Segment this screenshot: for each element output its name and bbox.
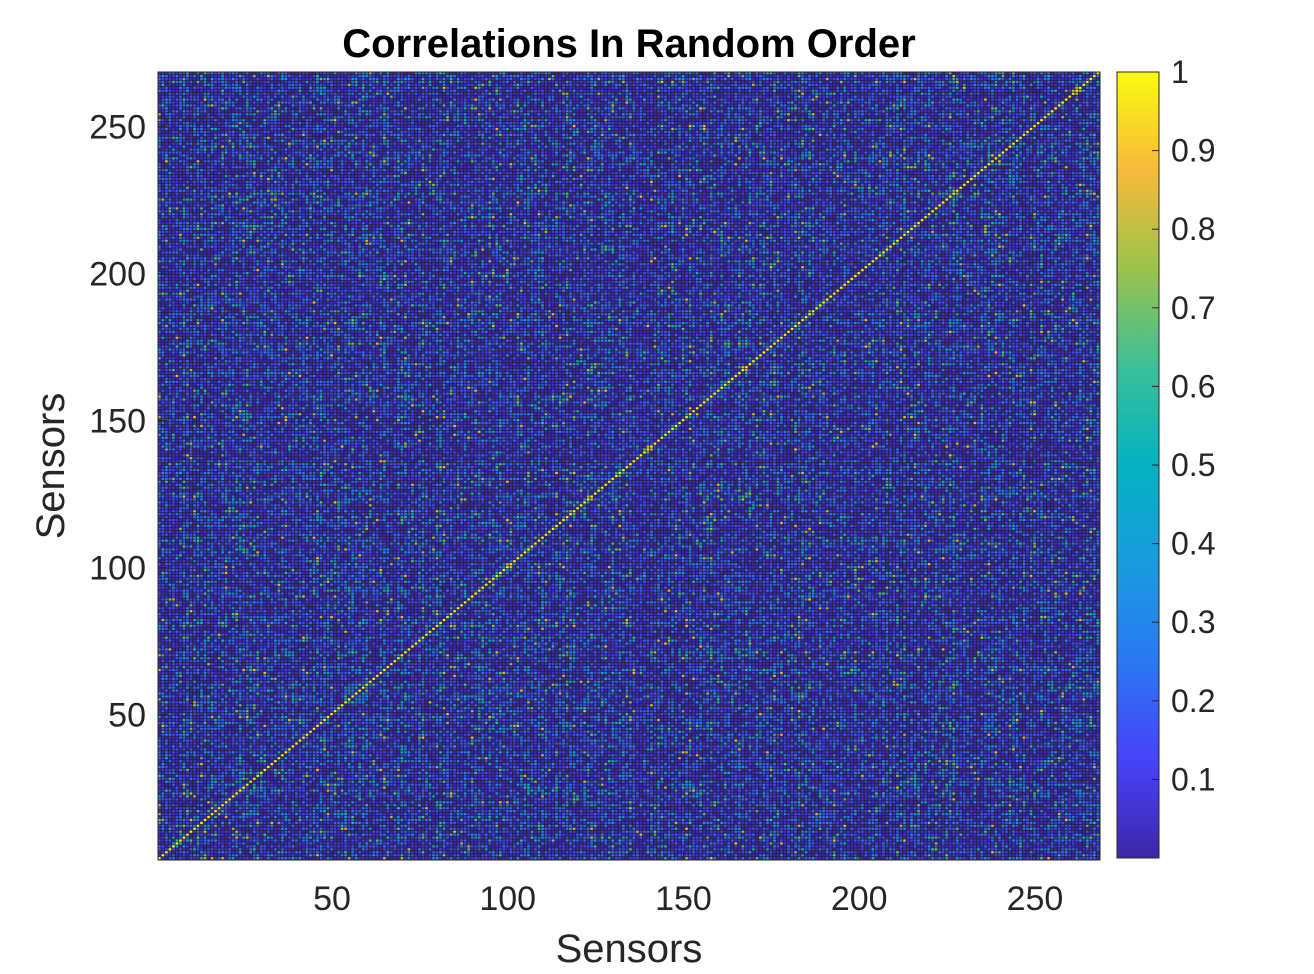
x-tick-label: 100 <box>479 880 536 918</box>
heatmap-plot-area <box>157 71 1101 861</box>
y-tick-label: 150 <box>89 402 146 440</box>
heatmap-image <box>158 72 1100 860</box>
colorbar-tick-label: 0.4 <box>1171 526 1215 562</box>
y-tick-label: 100 <box>89 549 146 587</box>
plot-frame <box>157 71 1101 861</box>
colorbar-ticks: 0.1 0.2 0.3 0.4 0.5 0.6 0.7 0.8 0.9 1 <box>1152 54 1215 797</box>
colorbar-tick-label: 0.2 <box>1171 683 1215 719</box>
colorbar-tick-label: 0.6 <box>1171 368 1215 404</box>
colorbar-tick-label: 0.3 <box>1171 604 1215 640</box>
colorbar-tick-label: 0.9 <box>1171 133 1215 169</box>
x-tick-label: 150 <box>655 880 712 918</box>
y-axis-label: Sensors <box>29 393 73 540</box>
y-tick-label: 200 <box>89 255 146 293</box>
y-tick-label: 50 <box>108 696 146 734</box>
colorbar: 0.1 0.2 0.3 0.4 0.5 0.6 0.7 0.8 0.9 1 <box>1116 54 1215 859</box>
colorbar-tick-label: 0.5 <box>1171 447 1215 483</box>
x-tick-label: 200 <box>831 880 888 918</box>
x-axis-ticks: 50 100 150 200 250 <box>313 851 1063 918</box>
colorbar-tick-label: 0.1 <box>1171 761 1215 797</box>
colorbar-tick-label: 0.8 <box>1171 211 1215 247</box>
y-axis-ticks: 50 100 150 200 250 <box>89 108 167 734</box>
x-tick-label: 50 <box>313 880 351 918</box>
colorbar-tick-label: 1 <box>1171 54 1189 90</box>
chart-title: Correlations In Random Order <box>342 22 915 66</box>
x-axis-label: Sensors <box>556 927 703 971</box>
colorbar-tick-label: 0.7 <box>1171 290 1215 326</box>
x-tick-label: 250 <box>1007 880 1064 918</box>
y-tick-label: 250 <box>89 108 146 146</box>
